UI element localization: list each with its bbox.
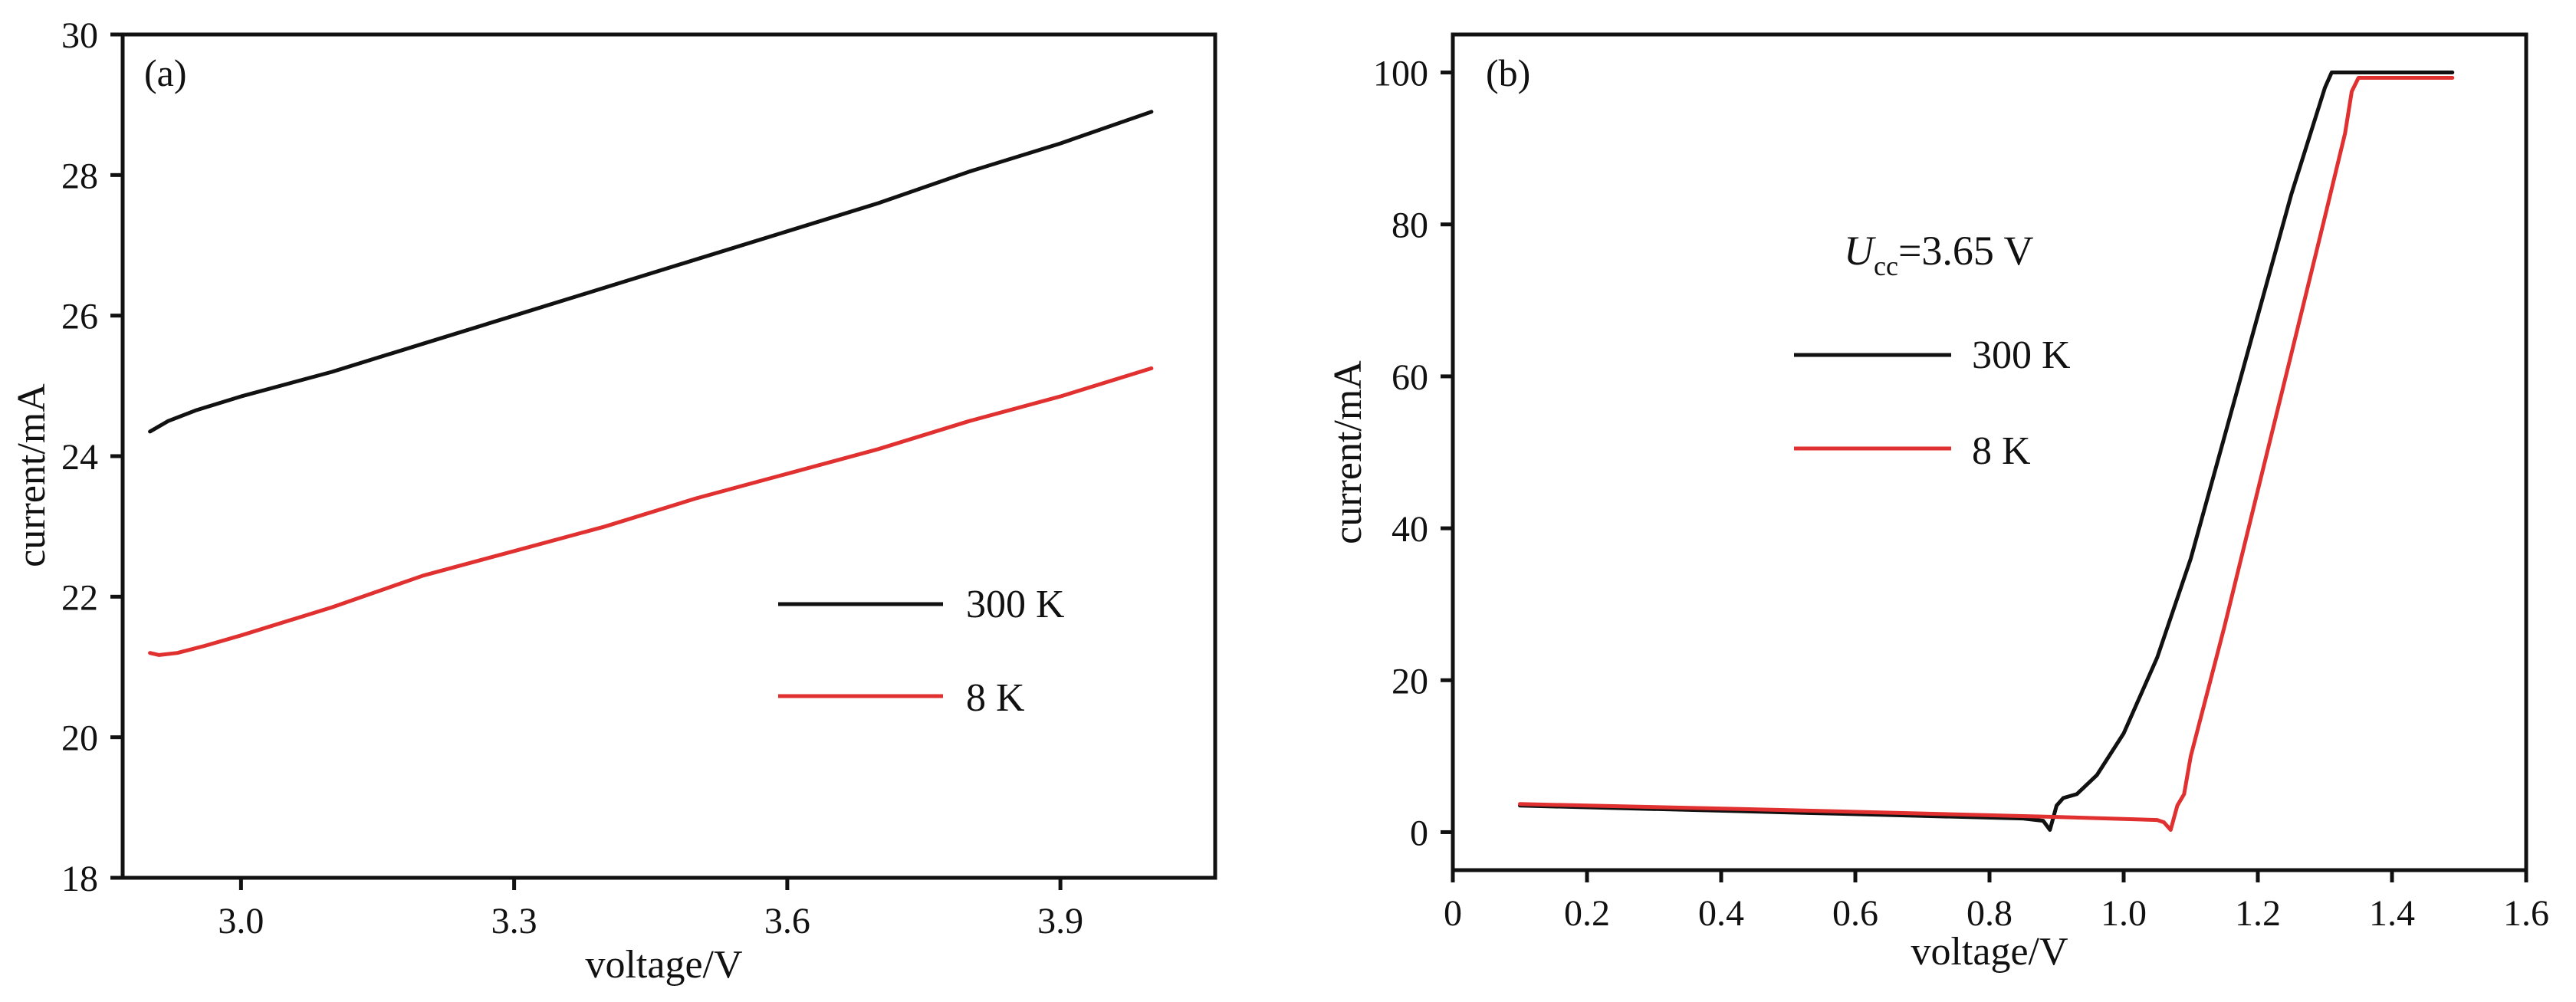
panel-a-x-tick-label: 3.0: [218, 901, 264, 941]
panel-a-x-tick-label: 3.9: [1037, 901, 1083, 941]
panel-b-y-axis-label: current/mA: [1326, 360, 1370, 544]
panel-a-series: [148, 110, 1154, 657]
panel-b-y-tick-label: 40: [1392, 509, 1428, 550]
panel-b-x-tick-label: 0.8: [1967, 893, 2013, 934]
panel-a-y-tick-label: 28: [61, 156, 98, 196]
panel-b-plot-frame: [1451, 32, 2528, 872]
panel-a-y-tick-label: 24: [61, 437, 98, 478]
panel-a-label: (a): [144, 51, 187, 94]
panel-b-x-tick-label: 0.2: [1564, 893, 1610, 934]
panel-b-series-line-300k: [1518, 71, 2455, 832]
panel-b-y-tick-label: 80: [1392, 205, 1428, 246]
panel-b-ticks: 0 0.2 0.4 0.6 0.8 1.0 1.2 1.4 1.6 0 20 40 60 80 100: [1373, 54, 2549, 934]
panel-a-legend-label-8k: 8 K: [966, 676, 1025, 720]
panel-a-y-axis-label: current/mA: [10, 383, 54, 567]
annotation-value: =3.65 V: [1898, 228, 2033, 274]
panel-a-series-line-300k: [148, 110, 1154, 434]
panel-a-y-tick-label: 30: [61, 15, 98, 56]
panel-b-label: (b): [1486, 51, 1530, 94]
panel-a-x-tick-label: 3.3: [491, 901, 537, 941]
panel-a: 3.0 3.3 3.6 3.9 18 20 22 24 26 28 30 (a) voltage/V…: [10, 15, 1217, 987]
panel-a-y-tick-label: 20: [61, 718, 98, 759]
panel-a-ticks: 3.0 3.3 3.6 3.9 18 20 22 24 26 28 30: [61, 15, 1083, 941]
panel-a-y-tick-label: 22: [61, 577, 98, 618]
panel-a-plot-frame: [120, 32, 1217, 880]
panel-b-y-tick-label: 60: [1392, 357, 1428, 398]
annotation-symbol: U: [1844, 228, 1876, 274]
panel-b-legend-label-300k: 300 K: [1972, 333, 2071, 377]
panel-b-legend: 300 K 8 K: [1794, 333, 2071, 473]
panel-a-x-tick-label: 3.6: [764, 901, 810, 941]
panel-b-x-tick-label: 1.4: [2369, 893, 2415, 934]
panel-b-x-tick-label: 1.6: [2503, 893, 2549, 934]
panel-b-x-tick-label: 1.2: [2235, 893, 2281, 934]
panel-b-annotation-text: Ucc=3.65 V: [1844, 228, 2033, 281]
panel-b-annotation: Ucc=3.65 V: [1844, 228, 2033, 281]
panel-b-x-axis-label: voltage/V: [1911, 930, 2068, 974]
panel-b-y-tick-label: 0: [1410, 813, 1428, 853]
panel-a-legend: 300 K 8 K: [778, 583, 1065, 720]
panel-b-x-tick-label: 0.6: [1832, 893, 1878, 934]
panel-b-series-line-8k: [1518, 76, 2455, 832]
panel-b-series: [1518, 71, 2455, 832]
panel-b-x-tick-label: 1.0: [2101, 893, 2147, 934]
panel-b: 0 0.2 0.4 0.6 0.8 1.0 1.2 1.4 1.6 0 20 40 60 80 100 (b…: [1326, 32, 2549, 974]
panel-b-legend-label-8k: 8 K: [1972, 429, 2031, 473]
panel-a-legend-label-300k: 300 K: [966, 583, 1065, 626]
annotation-subscript: cc: [1874, 251, 1898, 281]
panel-b-x-tick-label: 0.4: [1698, 893, 1744, 934]
panel-a-y-tick-label: 18: [61, 859, 98, 899]
panel-b-y-tick-label: 20: [1392, 661, 1428, 701]
panel-a-x-axis-label: voltage/V: [585, 943, 742, 987]
panel-a-y-tick-label: 26: [61, 297, 98, 337]
panel-a-series-line-8k: [148, 366, 1154, 657]
panel-b-y-tick-label: 100: [1373, 54, 1428, 94]
panel-b-x-tick-label: 0: [1444, 893, 1462, 934]
